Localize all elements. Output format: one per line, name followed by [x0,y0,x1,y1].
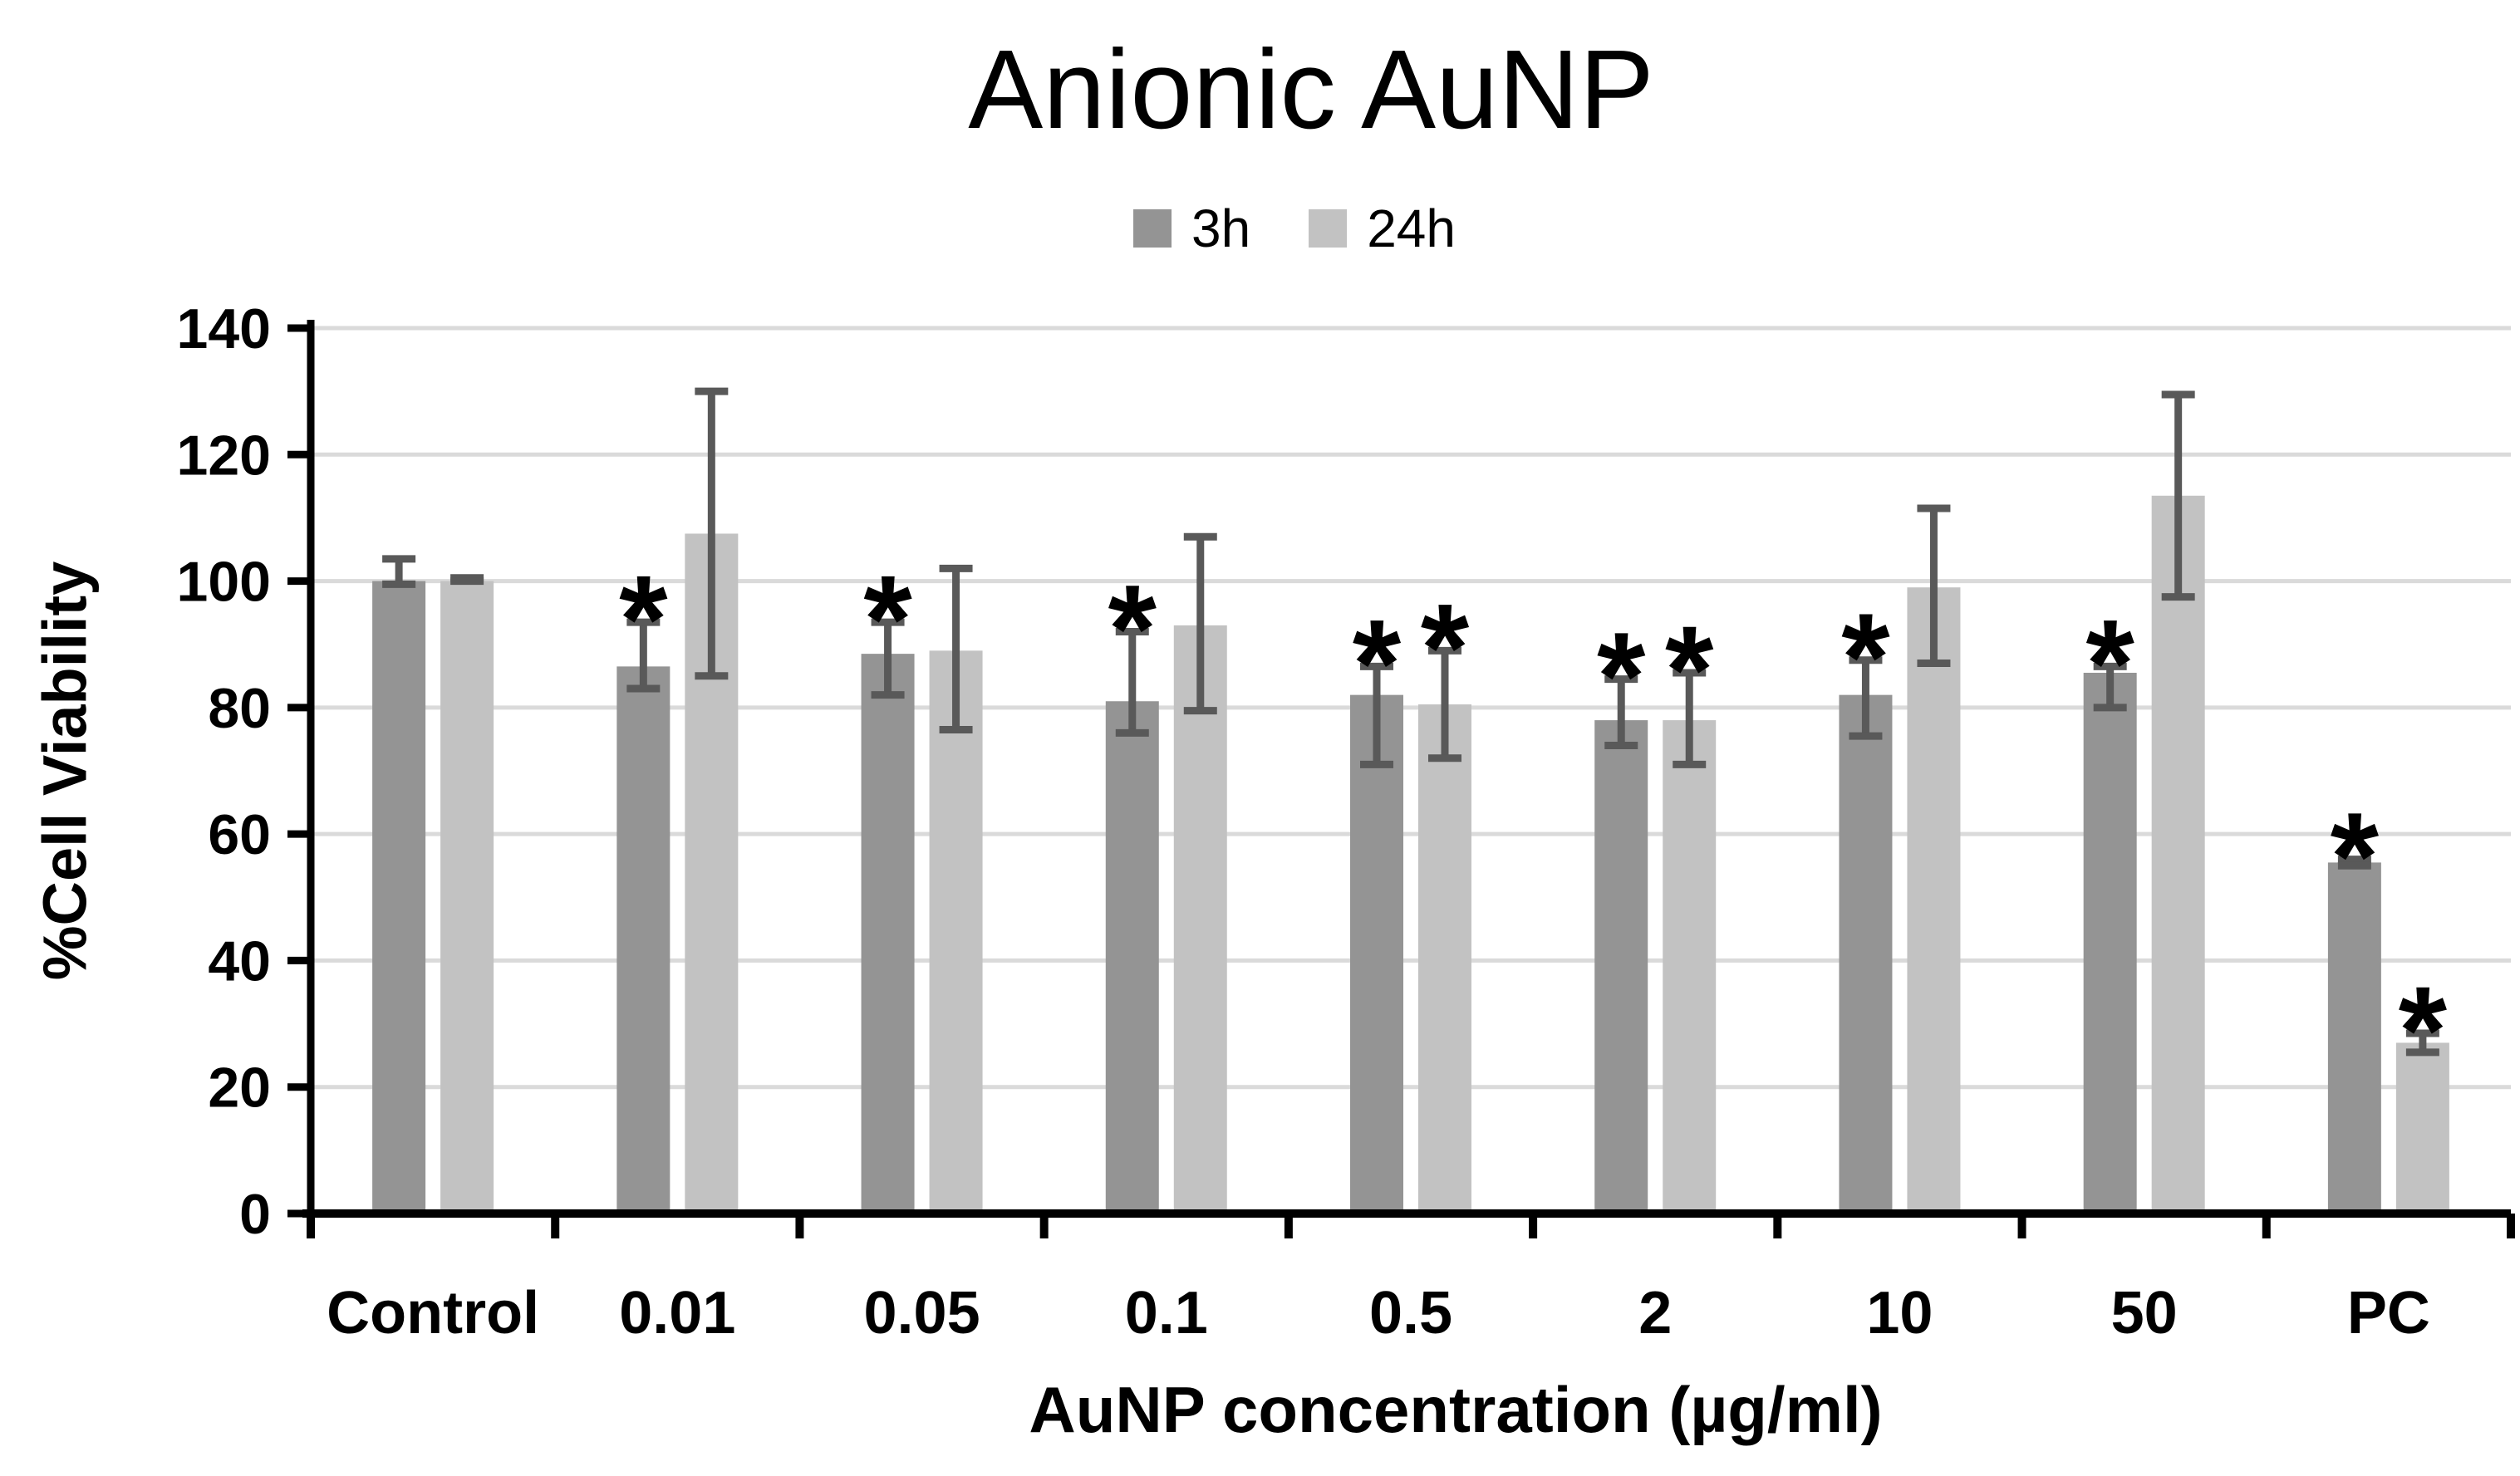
significance-star: * [1597,606,1646,746]
bar-3h-10 [1839,694,1893,1214]
bar-24h-10 [1907,587,1961,1214]
error-bar-24h-0.01 [695,387,729,680]
y-tick-label: 0 [239,1183,271,1246]
error-bar-3h-0.1 [1115,627,1149,737]
error-bar-24h-0.05 [939,564,973,734]
legend-item-3h: 3h [1133,202,1250,255]
legend-swatch-24h [1309,209,1348,248]
x-category-label: 0.01 [619,1280,735,1346]
significance-star: * [2085,593,2134,733]
error-bar-3h-0.05 [871,618,905,699]
significance-star: * [1421,577,1470,717]
significance-star: * [2331,787,2380,926]
significance-star: * [1841,587,1890,727]
error-bar-3h-50 [2093,662,2127,712]
x-category-label: 0.5 [1369,1280,1452,1346]
y-tick-label: 80 [208,677,271,740]
error-bar-24h-PC [2405,1029,2439,1057]
error-bar-3h-0.5 [1360,662,1393,768]
x-category-label: 10 [1866,1280,1933,1346]
error-bar-24h-Control [450,574,484,586]
bar-24h-0.05 [929,650,983,1214]
error-bar-3h-10 [1849,656,1883,740]
significance-star: * [1353,593,1402,733]
significance-star: * [1108,558,1157,698]
significance-star: * [2399,960,2448,1100]
bar-24h-0.5 [1418,704,1471,1214]
x-category-label: 50 [2111,1280,2178,1346]
bar-3h-50 [2083,672,2137,1214]
significance-star: * [863,549,912,689]
bar-24h-2 [1663,720,1717,1214]
legend-label-3h: 3h [1191,199,1251,258]
bar-3h-0.05 [861,654,915,1214]
bar-24h-50 [2151,495,2205,1214]
y-tick-label: 40 [208,929,271,993]
bar-3h-2 [1594,720,1648,1214]
x-category-label: 0.05 [863,1280,980,1346]
x-category-label: PC [2347,1280,2430,1346]
significance-star: * [1665,600,1714,739]
bar-3h-0.5 [1350,694,1403,1214]
x-category-label: 0.1 [1125,1280,1208,1346]
bar-3h-0.1 [1105,701,1159,1214]
chart-title: Anionic AuNP [968,27,1654,152]
y-tick-label: 100 [177,551,271,614]
error-bar-24h-0.5 [1428,646,1461,763]
error-bar-3h-2 [1604,675,1638,750]
error-bar-3h-0.01 [626,618,661,693]
bar-24h-Control [440,581,494,1214]
error-bar-24h-0.1 [1183,532,1217,715]
legend-swatch-3h [1133,209,1172,248]
legend: 3h 24h [1133,202,1456,255]
error-bar-24h-2 [1673,669,1707,768]
y-axis-title: %Cell Viability [30,561,100,981]
bar-3h-PC [2327,862,2381,1214]
error-bar-24h-10 [1917,504,1951,668]
bar-3h-0.01 [616,666,671,1214]
significance-star: * [619,549,668,689]
bar-24h-PC [2395,1042,2449,1214]
legend-label-24h: 24h [1367,199,1456,258]
bar-24h-0.1 [1173,625,1227,1214]
legend-item-24h: 24h [1309,202,1456,255]
y-tick-label: 20 [208,1057,271,1120]
y-tick-label: 120 [177,424,271,487]
error-bar-3h-PC [2337,856,2371,870]
y-tick-label: 60 [208,803,271,866]
bar-3h-Control [372,581,426,1214]
error-bar-24h-50 [2161,390,2195,601]
x-axis-title: AuNP concentration (µg/ml) [1029,1373,1883,1446]
x-category-label: 2 [1638,1280,1672,1346]
error-bar-3h-Control [382,555,416,588]
y-tick-label: 140 [177,297,271,360]
x-category-label: Control [327,1280,539,1346]
